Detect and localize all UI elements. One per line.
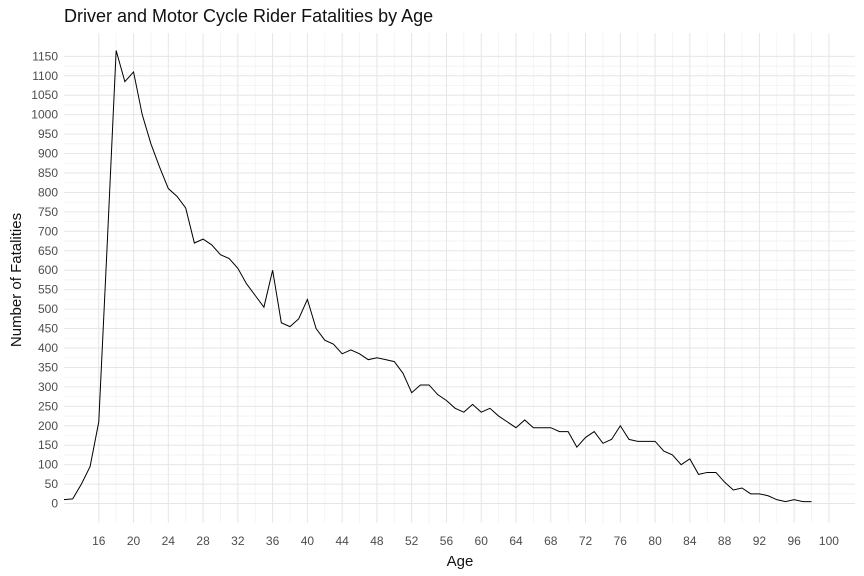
x-tick-label: 16 <box>92 534 106 548</box>
y-axis-title: Number of Fatalities <box>8 213 25 347</box>
y-tick-label: 900 <box>38 147 58 161</box>
grid-lines <box>64 33 855 523</box>
series-line <box>63 50 812 503</box>
x-tick-label: 92 <box>753 534 767 548</box>
y-tick-label: 200 <box>38 419 58 433</box>
y-tick-label: 1050 <box>31 88 58 102</box>
y-tick-label: 0 <box>51 497 58 511</box>
x-axis-ticks: 16 20 24 28 32 36 40 44 48 52 56 60 64 68 72 76 80 84 88 92… <box>92 534 839 548</box>
x-tick-label: 44 <box>335 534 349 548</box>
x-tick-label: 76 <box>614 534 628 548</box>
x-tick-label: 68 <box>544 534 558 548</box>
x-tick-label: 24 <box>162 534 176 548</box>
y-tick-label: 500 <box>38 302 58 316</box>
y-tick-label: 800 <box>38 185 58 199</box>
y-tick-label: 1000 <box>31 108 58 122</box>
x-tick-label: 48 <box>370 534 384 548</box>
x-tick-label: 84 <box>683 534 697 548</box>
y-tick-label: 350 <box>38 360 58 374</box>
x-tick-label: 20 <box>127 534 141 548</box>
y-tick-label: 1100 <box>32 69 58 83</box>
y-tick-label: 100 <box>38 458 58 472</box>
x-tick-label: 56 <box>440 534 454 548</box>
y-tick-label: 750 <box>38 205 58 219</box>
y-tick-label: 650 <box>38 244 58 258</box>
x-tick-label: 52 <box>405 534 419 548</box>
x-tick-label: 40 <box>301 534 315 548</box>
x-tick-label: 60 <box>475 534 489 548</box>
x-tick-label: 72 <box>579 534 593 548</box>
chart-title: Driver and Motor Cycle Rider Fatalities … <box>64 6 433 26</box>
y-tick-label: 600 <box>38 263 58 277</box>
x-tick-label: 100 <box>819 534 839 548</box>
y-tick-label: 150 <box>38 438 58 452</box>
y-tick-label: 700 <box>38 224 58 238</box>
y-tick-label: 250 <box>38 399 58 413</box>
x-tick-label: 36 <box>266 534 280 548</box>
y-axis-ticks: 0 50 100 150 200 250 300 350 400 450 500 550 600 650 7… <box>31 49 58 510</box>
x-tick-label: 32 <box>231 534 245 548</box>
x-tick-label: 96 <box>787 534 801 548</box>
x-tick-label: 28 <box>196 534 210 548</box>
x-axis-title: Age <box>447 553 474 570</box>
y-tick-label: 300 <box>38 380 58 394</box>
x-tick-label: 88 <box>718 534 732 548</box>
y-tick-label: 50 <box>45 477 59 491</box>
y-tick-label: 950 <box>38 127 58 141</box>
x-tick-label: 80 <box>648 534 662 548</box>
y-tick-label: 400 <box>38 341 58 355</box>
y-tick-label: 850 <box>38 166 58 180</box>
y-tick-label: 1150 <box>32 49 58 63</box>
y-tick-label: 450 <box>38 322 58 336</box>
y-tick-label: 550 <box>38 283 58 297</box>
x-tick-label: 64 <box>509 534 523 548</box>
